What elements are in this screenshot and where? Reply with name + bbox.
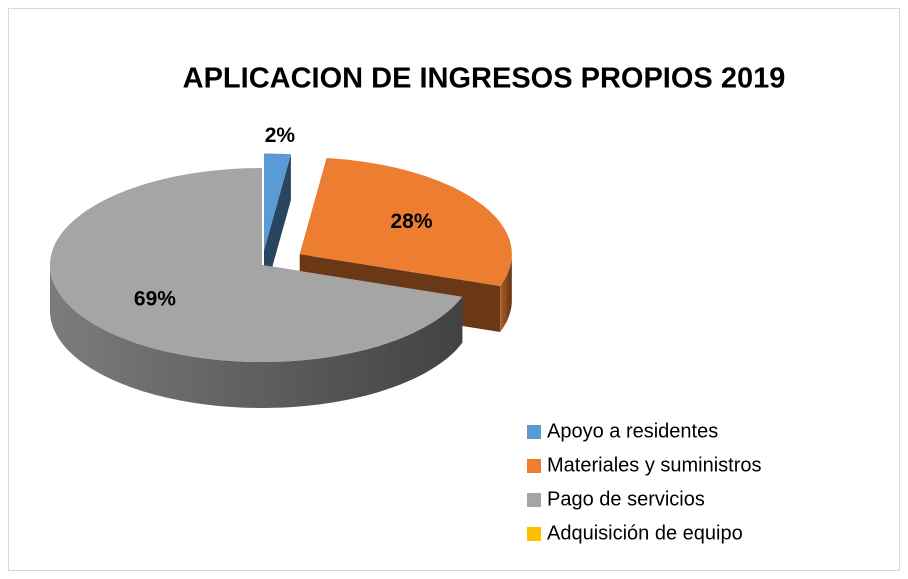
- legend-label: Materiales y suministros: [547, 454, 762, 476]
- slice-cut-face: [264, 154, 291, 297]
- legend-label: Apoyo a residentes: [547, 420, 718, 442]
- data-label: 2%: [265, 124, 296, 147]
- slice: [264, 153, 291, 251]
- slice-side: [50, 265, 463, 408]
- slice: [299, 158, 512, 286]
- chart-title: APLICACION DE INGRESOS PROPIOS 2019: [183, 63, 786, 95]
- data-label: 28%: [391, 210, 433, 233]
- legend-swatch: [527, 527, 541, 541]
- legend-swatch: [527, 425, 541, 439]
- legend-swatch: [527, 493, 541, 507]
- legend-label: Adquisición de equipo: [547, 522, 743, 544]
- legend-label: Pago de servicios: [547, 488, 705, 510]
- slice-side: [500, 254, 512, 332]
- legend-swatch: [527, 459, 541, 473]
- data-label: 69%: [134, 287, 176, 310]
- slice: [50, 168, 463, 362]
